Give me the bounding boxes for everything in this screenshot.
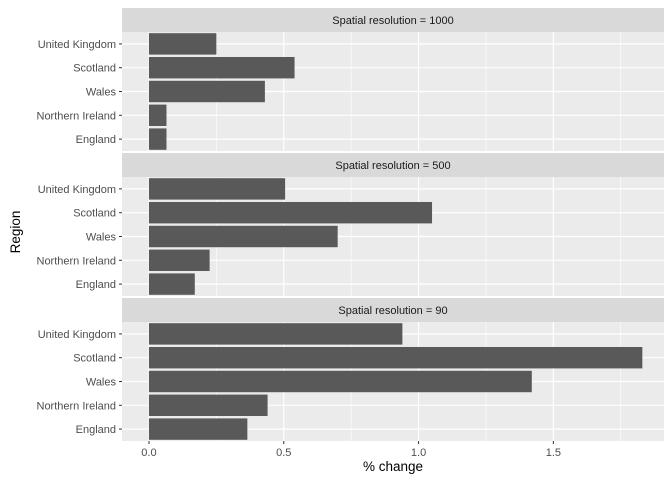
x-tick-label: 1.0 (411, 447, 426, 459)
y-tick-label: Scotland (73, 63, 116, 75)
facet-strip-label: Spatial resolution = 1000 (332, 15, 453, 27)
y-tick-label: Wales (86, 232, 117, 244)
x-tick-label: 0.0 (141, 447, 156, 459)
bar (148, 418, 248, 440)
bar (148, 33, 217, 55)
y-tick-label: United Kingdom (38, 329, 116, 341)
facet-strip-label: Spatial resolution = 90 (338, 305, 447, 317)
facet-strip (122, 153, 664, 177)
x-axis: 0.0 0.5 1.0 1.5 (141, 441, 561, 459)
x-tick-label: 0.5 (276, 447, 291, 459)
facet-panel: Spatial resolution = 90 United Kingdom Sco… (37, 298, 664, 441)
y-tick-label: United Kingdom (38, 184, 116, 196)
bar (148, 56, 295, 79)
y-tick-label: England (76, 424, 116, 436)
x-tick-label: 1.5 (546, 447, 561, 459)
y-tick-label: England (76, 134, 116, 146)
bar (148, 394, 268, 417)
bar (148, 178, 286, 200)
y-tick-label: Scotland (73, 353, 116, 365)
bar (148, 80, 265, 103)
y-tick-label: Northern Ireland (37, 400, 117, 412)
y-tick-label: Wales (86, 87, 117, 99)
x-axis-title: % change (363, 459, 423, 474)
bar (148, 104, 167, 127)
bar (148, 249, 210, 272)
y-tick-label: Scotland (73, 208, 116, 220)
bar (148, 201, 433, 224)
bar (148, 128, 167, 150)
bar (148, 323, 403, 345)
y-tick-label: Northern Ireland (37, 110, 117, 122)
facet-panel: Spatial resolution = 1000 United Kingdom S… (37, 8, 664, 151)
y-tick-label: Northern Ireland (37, 255, 117, 267)
facet-strip (122, 8, 664, 32)
facet-strip-label: Spatial resolution = 500 (335, 160, 450, 172)
facet-panel: Spatial resolution = 500 United Kingdom Sc… (37, 153, 664, 296)
facet-strip (122, 298, 664, 322)
y-tick-label: United Kingdom (38, 39, 116, 51)
y-tick-label: Wales (86, 377, 117, 389)
bar (148, 346, 643, 369)
y-tick-label: England (76, 279, 116, 291)
y-axis-title: Region (8, 211, 23, 254)
bar (148, 273, 195, 295)
bar (148, 225, 338, 248)
bar (148, 370, 532, 393)
